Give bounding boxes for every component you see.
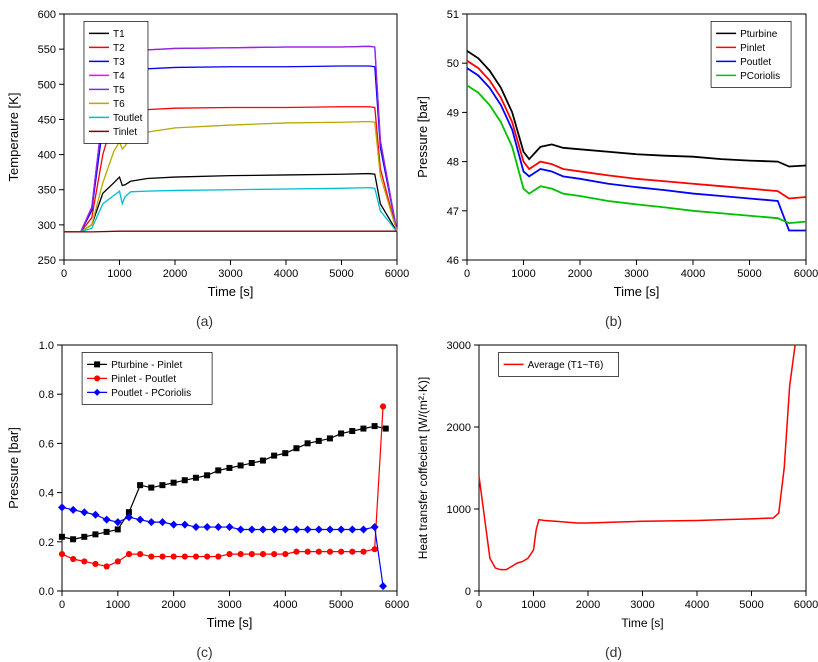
svg-text:Time [s]: Time [s] bbox=[208, 284, 254, 299]
svg-text:5000: 5000 bbox=[739, 599, 763, 611]
svg-text:0.0: 0.0 bbox=[39, 586, 54, 598]
chart-a: 0 1000 2000 3000 4000 5000 6000 250 300 350 400 450… bbox=[0, 0, 409, 308]
svg-text:Average (T1~T6): Average (T1~T6) bbox=[528, 360, 604, 371]
svg-text:6000: 6000 bbox=[794, 268, 818, 280]
svg-text:Poutlet - PCoriolis: Poutlet - PCoriolis bbox=[111, 388, 191, 399]
svg-text:T5: T5 bbox=[113, 85, 125, 96]
svg-text:1000: 1000 bbox=[106, 599, 130, 611]
svg-text:1.0: 1.0 bbox=[39, 340, 54, 352]
svg-text:50: 50 bbox=[447, 58, 459, 70]
svg-text:48: 48 bbox=[447, 157, 459, 169]
svg-text:1000: 1000 bbox=[447, 504, 471, 516]
svg-text:Time [s]: Time [s] bbox=[621, 616, 663, 630]
svg-text:Tinlet: Tinlet bbox=[113, 127, 137, 138]
svg-text:6000: 6000 bbox=[385, 268, 409, 280]
svg-text:0: 0 bbox=[59, 599, 65, 611]
svg-text:3000: 3000 bbox=[630, 599, 654, 611]
svg-text:Pinlet: Pinlet bbox=[740, 43, 765, 54]
panel-c: 0 1000 2000 3000 4000 5000 6000 0.0 0.2 0.4 0.6 0.8… bbox=[0, 331, 409, 662]
svg-text:0: 0 bbox=[465, 586, 471, 598]
svg-text:0.4: 0.4 bbox=[39, 488, 54, 500]
svg-text:1000: 1000 bbox=[511, 268, 535, 280]
svg-text:0: 0 bbox=[464, 268, 470, 280]
chart-b: 0 1000 2000 3000 4000 5000 6000 46 47 48 49 50 51 Tim… bbox=[409, 0, 818, 308]
svg-text:1000: 1000 bbox=[521, 599, 545, 611]
panel-b: 0 1000 2000 3000 4000 5000 6000 46 47 48 49 50 51 Tim… bbox=[409, 0, 818, 331]
svg-text:0.2: 0.2 bbox=[39, 537, 54, 549]
panel-d: 0 1000 2000 3000 4000 5000 6000 0 1000 2000 3000 Ti… bbox=[409, 331, 818, 662]
svg-text:0: 0 bbox=[476, 599, 482, 611]
svg-text:Heat transfer coffecient [W/(m: Heat transfer coffecient [W/(m²·K)] bbox=[416, 377, 430, 560]
caption-a: (a) bbox=[196, 313, 213, 329]
svg-text:3000: 3000 bbox=[218, 268, 242, 280]
svg-text:T2: T2 bbox=[113, 43, 125, 54]
svg-text:Temperaure [K]: Temperaure [K] bbox=[6, 93, 21, 182]
svg-text:5000: 5000 bbox=[329, 599, 353, 611]
svg-text:450: 450 bbox=[38, 114, 56, 126]
svg-text:Pressure [bar]: Pressure [bar] bbox=[6, 427, 21, 509]
svg-text:T1: T1 bbox=[113, 29, 125, 40]
svg-text:300: 300 bbox=[38, 220, 56, 232]
chart-c: 0 1000 2000 3000 4000 5000 6000 0.0 0.2 0.4 0.6 0.8… bbox=[0, 331, 409, 639]
svg-text:Toutlet: Toutlet bbox=[113, 113, 143, 124]
svg-text:T3: T3 bbox=[113, 57, 125, 68]
svg-text:3000: 3000 bbox=[624, 268, 648, 280]
svg-text:4000: 4000 bbox=[273, 599, 297, 611]
svg-text:3000: 3000 bbox=[447, 340, 471, 352]
svg-text:49: 49 bbox=[447, 107, 459, 119]
svg-text:Pressure [bar]: Pressure [bar] bbox=[415, 96, 430, 178]
svg-text:550: 550 bbox=[38, 44, 56, 56]
svg-text:Pturbine: Pturbine bbox=[740, 29, 778, 40]
svg-text:Pturbine - Pinlet: Pturbine - Pinlet bbox=[111, 360, 182, 371]
svg-text:0.8: 0.8 bbox=[39, 389, 54, 401]
svg-text:51: 51 bbox=[447, 9, 459, 21]
svg-text:T4: T4 bbox=[113, 71, 125, 82]
svg-text:Poutlet: Poutlet bbox=[740, 57, 771, 68]
svg-text:2000: 2000 bbox=[161, 599, 185, 611]
svg-text:T6: T6 bbox=[113, 99, 125, 110]
svg-text:5000: 5000 bbox=[329, 268, 353, 280]
svg-text:600: 600 bbox=[38, 9, 56, 21]
svg-text:5000: 5000 bbox=[737, 268, 761, 280]
svg-text:4000: 4000 bbox=[685, 599, 709, 611]
svg-text:0.6: 0.6 bbox=[39, 438, 54, 450]
svg-text:Time [s]: Time [s] bbox=[614, 284, 660, 299]
svg-text:47: 47 bbox=[447, 206, 459, 218]
caption-d: (d) bbox=[605, 644, 622, 660]
caption-b: (b) bbox=[605, 313, 622, 329]
svg-text:4000: 4000 bbox=[681, 268, 705, 280]
svg-text:2000: 2000 bbox=[163, 268, 187, 280]
svg-text:3000: 3000 bbox=[217, 599, 241, 611]
svg-text:250: 250 bbox=[38, 255, 56, 267]
svg-text:2000: 2000 bbox=[576, 599, 600, 611]
svg-text:2000: 2000 bbox=[447, 422, 471, 434]
svg-text:0: 0 bbox=[61, 268, 67, 280]
panel-a: 0 1000 2000 3000 4000 5000 6000 250 300 350 400 450… bbox=[0, 0, 409, 331]
svg-text:2000: 2000 bbox=[568, 268, 592, 280]
svg-text:1000: 1000 bbox=[107, 268, 131, 280]
svg-text:PCoriolis: PCoriolis bbox=[740, 71, 780, 82]
svg-text:Time [s]: Time [s] bbox=[207, 615, 253, 630]
svg-text:6000: 6000 bbox=[385, 599, 409, 611]
svg-text:Pinlet - Poutlet: Pinlet - Poutlet bbox=[111, 374, 176, 385]
svg-text:46: 46 bbox=[447, 255, 459, 267]
svg-text:4000: 4000 bbox=[274, 268, 298, 280]
svg-text:6000: 6000 bbox=[794, 599, 818, 611]
svg-text:350: 350 bbox=[38, 185, 56, 197]
chart-d: 0 1000 2000 3000 4000 5000 6000 0 1000 2000 3000 Ti… bbox=[409, 331, 818, 639]
figure-grid: 0100020003000400050006000250300350400450… bbox=[0, 0, 818, 662]
svg-text:500: 500 bbox=[38, 79, 56, 91]
svg-text:400: 400 bbox=[38, 150, 56, 162]
caption-c: (c) bbox=[196, 644, 212, 660]
